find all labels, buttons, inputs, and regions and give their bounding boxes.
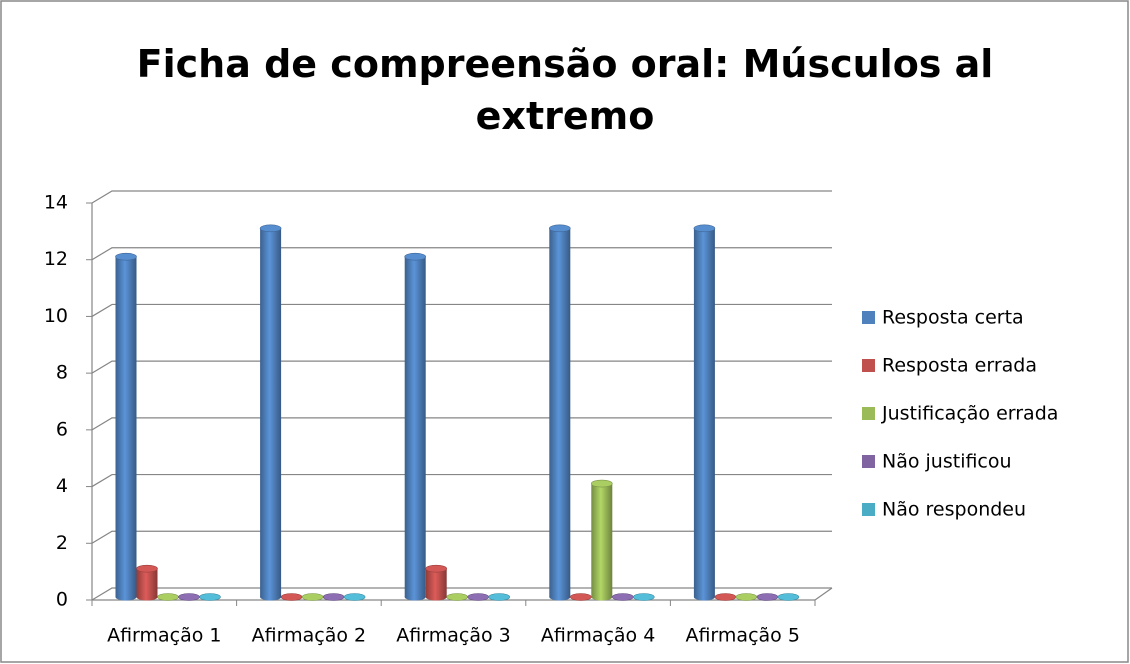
grid-line bbox=[91, 190, 832, 204]
bar-group bbox=[259, 224, 282, 601]
bar-group bbox=[404, 252, 427, 601]
bar-top bbox=[404, 252, 427, 261]
grid-line bbox=[91, 303, 832, 317]
bar-group bbox=[467, 593, 490, 601]
bar-top bbox=[178, 593, 200, 601]
bar-top bbox=[343, 593, 366, 601]
grid-line bbox=[91, 247, 832, 261]
bar-group bbox=[590, 479, 613, 601]
bar-group bbox=[714, 593, 737, 601]
bar-group bbox=[488, 593, 511, 601]
bar-group bbox=[178, 593, 200, 601]
grid-line bbox=[91, 360, 832, 374]
legend-label: Justificação errada bbox=[881, 403, 1058, 425]
y-tick-label: 4 bbox=[56, 475, 68, 497]
bar-top bbox=[488, 593, 511, 601]
grid-line bbox=[91, 473, 832, 488]
bar-top bbox=[322, 593, 345, 601]
bar-top bbox=[199, 593, 221, 601]
legend-label: Resposta certa bbox=[882, 307, 1024, 329]
bar-top bbox=[590, 479, 613, 488]
bar-top bbox=[756, 593, 779, 601]
legend-label: Não respondeu bbox=[882, 499, 1026, 521]
bar-top bbox=[735, 593, 758, 601]
bar bbox=[404, 256, 426, 597]
bar-group bbox=[301, 593, 324, 601]
bar bbox=[591, 483, 613, 597]
bar-group bbox=[322, 593, 345, 601]
bar-group bbox=[136, 564, 158, 601]
chart-title: Ficha de compreensão oral: Músculos al e… bbox=[136, 42, 994, 138]
bar bbox=[425, 568, 447, 597]
legend-swatch bbox=[862, 359, 875, 372]
bar-group bbox=[693, 224, 716, 601]
bar-top bbox=[280, 593, 303, 601]
bar-group bbox=[199, 593, 221, 601]
bar-top bbox=[259, 224, 282, 233]
bar-group bbox=[280, 593, 303, 601]
bar-top bbox=[136, 564, 158, 573]
bar-group bbox=[569, 593, 592, 601]
bar-group bbox=[735, 593, 758, 601]
y-tick-label: 2 bbox=[56, 532, 68, 554]
bar-top bbox=[632, 593, 655, 601]
x-tick-label: Afirmação 4 bbox=[541, 625, 655, 647]
bar-group bbox=[343, 593, 366, 601]
bar-group bbox=[446, 593, 469, 601]
bar-group bbox=[425, 564, 448, 601]
grid-line bbox=[91, 417, 832, 431]
bar-top bbox=[569, 593, 592, 601]
bar-group bbox=[115, 252, 137, 601]
y-tick-label: 0 bbox=[56, 589, 68, 611]
x-tick-label: Afirmação 5 bbox=[685, 625, 799, 647]
legend-swatch bbox=[862, 311, 875, 324]
bar-top bbox=[693, 224, 716, 233]
bar-top bbox=[446, 593, 469, 601]
bar-top bbox=[425, 564, 448, 573]
y-tick-label: 14 bbox=[44, 192, 68, 214]
bar-top bbox=[467, 593, 490, 601]
bar-top bbox=[714, 593, 737, 601]
bar-top bbox=[301, 593, 324, 601]
bar-group bbox=[777, 593, 800, 601]
y-tick-label: 8 bbox=[56, 362, 68, 384]
bar-group bbox=[632, 593, 655, 601]
bar-top bbox=[777, 593, 800, 601]
bar-top bbox=[115, 252, 137, 261]
x-tick-label: Afirmação 2 bbox=[252, 625, 366, 647]
bar-group bbox=[756, 593, 779, 601]
bar-group bbox=[157, 593, 179, 601]
legend-swatch bbox=[862, 455, 875, 468]
bar-top bbox=[157, 593, 179, 601]
bar-top bbox=[611, 593, 634, 601]
bar bbox=[260, 228, 282, 597]
y-tick-label: 10 bbox=[44, 305, 68, 327]
x-tick-label: Afirmação 1 bbox=[107, 625, 221, 647]
floor-edge bbox=[814, 587, 833, 601]
legend-label: Não justificou bbox=[882, 451, 1012, 473]
bar bbox=[136, 568, 158, 597]
legend-swatch bbox=[862, 407, 875, 420]
bar-group bbox=[611, 593, 634, 601]
x-tick-label: Afirmação 3 bbox=[396, 625, 510, 647]
legend-swatch bbox=[862, 503, 875, 516]
bar bbox=[115, 256, 137, 597]
y-tick-label: 6 bbox=[56, 418, 68, 440]
bar-group bbox=[548, 224, 571, 601]
bar bbox=[693, 228, 715, 597]
bar bbox=[549, 228, 571, 597]
bar-top bbox=[548, 224, 571, 233]
legend-label: Resposta errada bbox=[882, 355, 1037, 377]
y-tick-label: 12 bbox=[44, 248, 68, 270]
